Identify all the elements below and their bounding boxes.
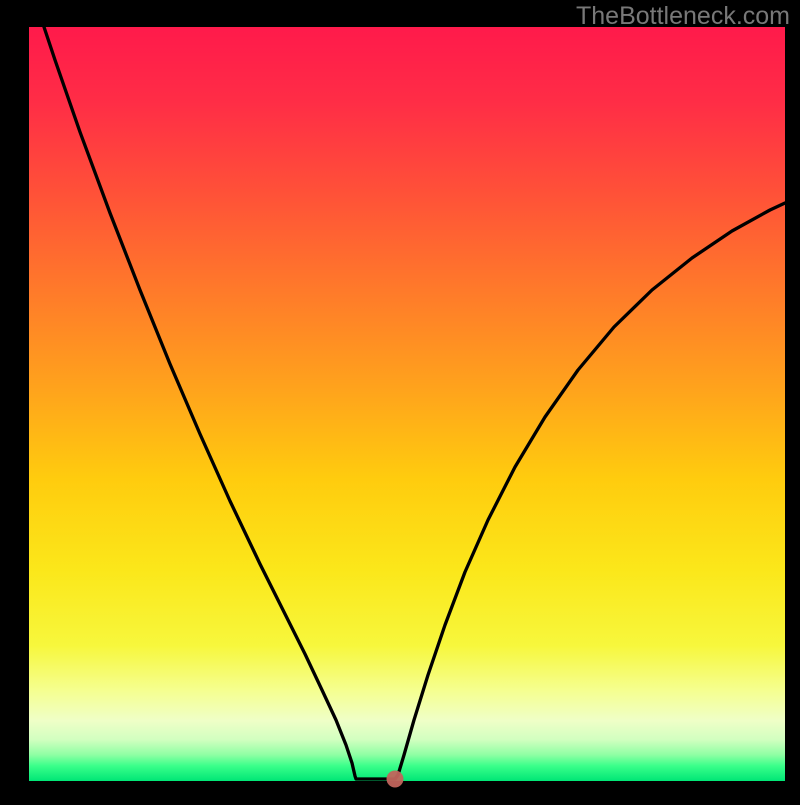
watermark-text: TheBottleneck.com [576,2,790,31]
optimal-point-marker [387,771,404,788]
plot-background [29,27,785,781]
chart-container: TheBottleneck.com [0,0,800,800]
bottleneck-chart [0,0,800,800]
